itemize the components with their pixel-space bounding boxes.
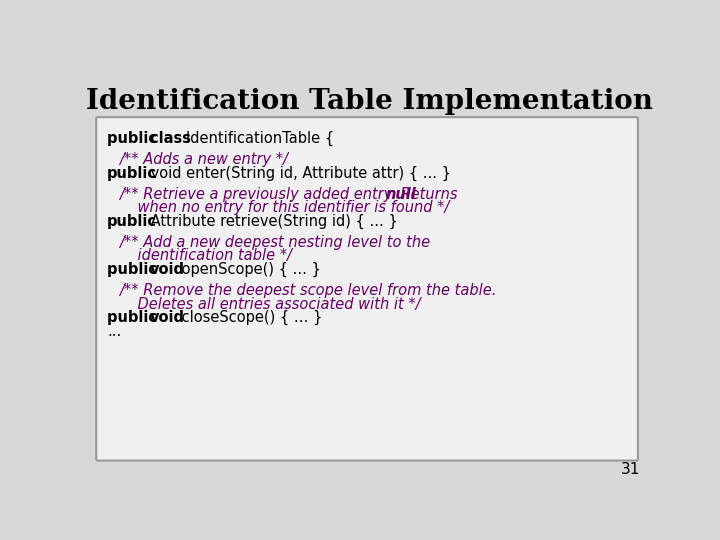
FancyBboxPatch shape: [96, 117, 638, 461]
Text: Identification Table Implementation: Identification Table Implementation: [86, 88, 652, 115]
Text: Deletes all entries associated with it */: Deletes all entries associated with it *…: [120, 296, 421, 312]
Text: void: void: [150, 262, 185, 277]
Text: null: null: [385, 187, 416, 202]
Text: public: public: [107, 131, 162, 146]
Text: IdentificationTable {: IdentificationTable {: [186, 131, 333, 146]
Text: class: class: [150, 131, 196, 146]
Text: public: public: [107, 214, 157, 229]
Text: when no entry for this identifier is found */: when no entry for this identifier is fou…: [120, 200, 450, 215]
Text: 31: 31: [621, 462, 640, 477]
Text: /** Retrieve a previously added entry. Returns: /** Retrieve a previously added entry. R…: [120, 187, 462, 202]
Text: identification table */: identification table */: [120, 248, 292, 264]
Text: closeScope() { … }: closeScope() { … }: [177, 310, 323, 325]
Text: ...: ...: [107, 323, 121, 339]
Text: /** Adds a new entry */: /** Adds a new entry */: [120, 152, 289, 167]
Text: public: public: [107, 166, 157, 181]
Text: public: public: [107, 310, 162, 325]
Text: void enter(String id, Attribute attr) { ... }: void enter(String id, Attribute attr) { …: [145, 166, 451, 181]
Text: openScope() { ... }: openScope() { ... }: [177, 262, 321, 277]
Text: Attribute retrieve(String id) { ... }: Attribute retrieve(String id) { ... }: [145, 214, 397, 229]
Text: public: public: [107, 262, 162, 277]
Text: void: void: [150, 310, 185, 325]
Text: /** Add a new deepest nesting level to the: /** Add a new deepest nesting level to t…: [120, 235, 431, 250]
Text: /** Remove the deepest scope level from the table.: /** Remove the deepest scope level from …: [120, 283, 497, 298]
